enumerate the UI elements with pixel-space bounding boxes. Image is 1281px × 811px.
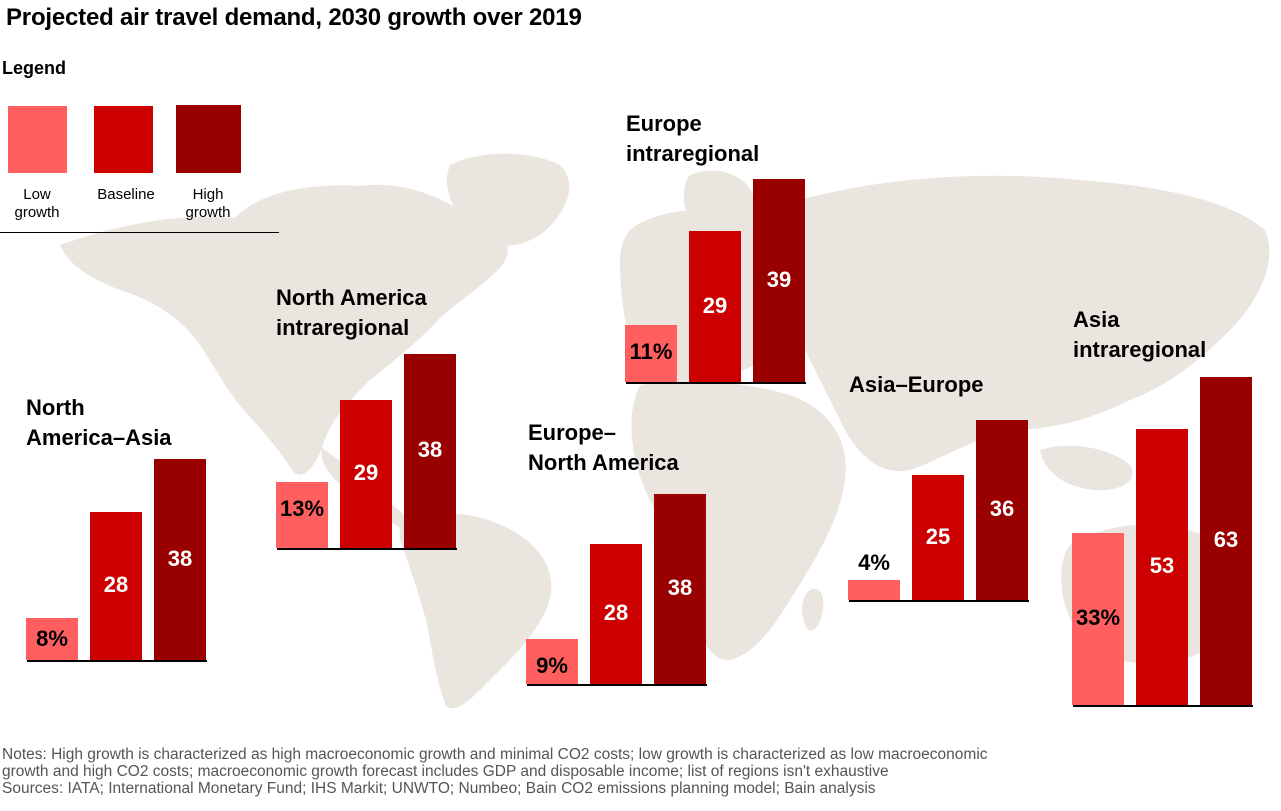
chart-title: Projected air travel demand, 2030 growth… xyxy=(6,4,582,31)
group-title-line: intraregional xyxy=(626,141,760,166)
group-title-eu-intra: Europe intraregional xyxy=(626,109,759,169)
baseline-eu-intra xyxy=(626,382,806,384)
bar-na-intra-0 xyxy=(276,482,328,548)
group-title-line: North xyxy=(26,395,85,420)
group-title-line: intraregional xyxy=(276,315,410,340)
bar-label-na-intra-1: 29 xyxy=(353,460,379,485)
legend-swatch-low-growth xyxy=(8,106,67,173)
bar-label-eu-na-1: 28 xyxy=(603,600,629,625)
baseline-asia-eu xyxy=(849,600,1029,602)
group-title-line: North America xyxy=(528,450,679,475)
bar-label-asia-eu-1: 25 xyxy=(925,523,951,549)
bar-eu-intra-2 xyxy=(753,179,805,382)
legend-title: Legend xyxy=(2,58,67,78)
bar-label-eu-intra-2: 39 xyxy=(766,266,792,292)
legend-divider xyxy=(0,232,279,233)
bar-label-asia-intra-0: 33% xyxy=(1075,605,1121,630)
bar-label-na-intra-2: 38 xyxy=(417,437,443,462)
baseline-eu-na xyxy=(527,684,707,686)
bar-na-asia-0 xyxy=(26,618,78,660)
bar-label-na-intra-0: 13% xyxy=(279,496,325,521)
legend-label-high-growth-line1: High xyxy=(192,186,224,203)
bar-label-na-asia-1: 28 xyxy=(103,572,129,597)
group-title-line: Asia xyxy=(1073,307,1120,332)
bar-na-intra-1 xyxy=(340,400,392,548)
legend-label-baseline-line1: Baseline xyxy=(97,186,155,203)
bar-asia-eu-2 xyxy=(976,420,1028,600)
notes: Notes: High growth is characterized as h… xyxy=(2,746,1272,797)
group-title-line: intraregional xyxy=(1073,337,1207,362)
legend-label-high-growth-line2: growth xyxy=(185,204,231,221)
bar-label-na-asia-2: 38 xyxy=(167,545,193,571)
bar-eu-intra-1 xyxy=(689,231,741,382)
notes-line-1: Notes: High growth is characterized as h… xyxy=(2,746,988,763)
bar-label-na-asia-0: 8% xyxy=(36,626,68,651)
legend-swatch-high-growth xyxy=(176,105,241,173)
sources-line: Sources: IATA; International Monetary Fu… xyxy=(2,780,876,797)
bar-label-asia-eu-2: 36 xyxy=(989,496,1015,521)
legend-label-low-growth-line2: growth xyxy=(14,204,60,221)
legend-label-baseline: Baseline xyxy=(86,186,166,204)
legend-label-low-growth: Low growth xyxy=(0,186,77,222)
group-title-line: Europe– xyxy=(528,420,617,445)
bar-na-intra-2 xyxy=(404,354,456,548)
baseline-na-asia xyxy=(27,660,207,662)
bar-asia-eu-0 xyxy=(848,580,900,600)
group-title-line: Asia–Europe xyxy=(849,372,984,397)
bar-na-asia-2 xyxy=(154,459,206,660)
bar-asia-intra-1 xyxy=(1136,429,1188,705)
notes-line-2: growth and high CO2 costs; macroeconomic… xyxy=(2,763,889,780)
group-title-eu-na: Europe– North America xyxy=(528,418,679,478)
bar-eu-na-0 xyxy=(526,639,578,684)
bar-label-eu-intra-0: 11% xyxy=(629,339,673,364)
bar-eu-na-2 xyxy=(654,494,706,684)
bar-asia-eu-1 xyxy=(912,475,964,600)
bar-asia-intra-0 xyxy=(1072,533,1124,705)
group-title-asia-intra: Asia intraregional xyxy=(1073,305,1206,365)
group-title-line: North America xyxy=(276,285,427,310)
bar-label-eu-na-0: 9% xyxy=(536,653,568,678)
legend-label-low-growth-line1: Low xyxy=(23,186,51,203)
bar-label-eu-na-2: 38 xyxy=(667,575,693,600)
group-title-asia-eu: Asia–Europe xyxy=(849,370,984,400)
bar-label-asia-intra-2: 63 xyxy=(1213,527,1239,552)
bar-label-asia-intra-1: 53 xyxy=(1149,553,1175,578)
bar-label-asia-eu-0: 4% xyxy=(858,550,890,575)
bar-na-asia-1 xyxy=(90,512,142,660)
group-title-na-intra: North America intraregional xyxy=(276,283,427,343)
bar-label-eu-intra-1: 29 xyxy=(702,292,728,318)
bar-eu-na-1 xyxy=(590,544,642,684)
group-title-na-asia: North America–Asia xyxy=(26,393,172,453)
bar-eu-intra-0 xyxy=(625,325,677,382)
bar-asia-intra-2 xyxy=(1200,377,1252,705)
legend-swatch-baseline xyxy=(94,106,153,173)
legend-label-high-growth: High growth xyxy=(168,186,248,222)
group-title-line: Europe xyxy=(626,111,702,136)
group-title-line: America–Asia xyxy=(26,425,172,450)
baseline-na-intra xyxy=(277,548,457,550)
baseline-asia-intra xyxy=(1073,705,1253,707)
